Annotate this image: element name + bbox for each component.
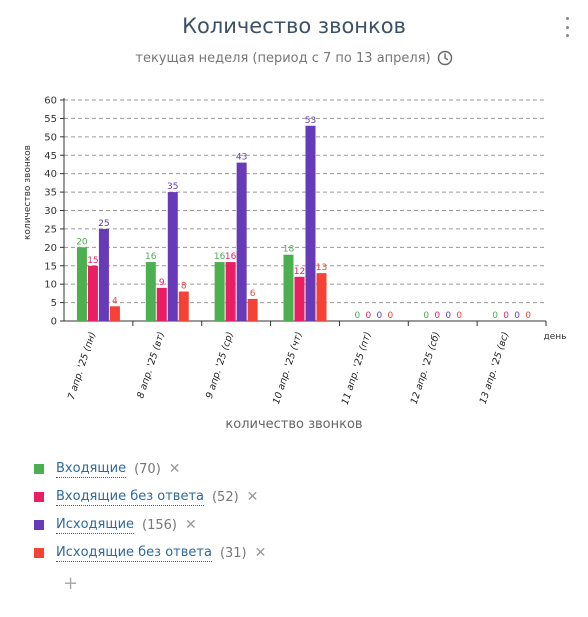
data-label: 0 xyxy=(514,311,520,321)
chart-title: Количество звонков xyxy=(182,14,406,38)
bar xyxy=(87,265,98,321)
chart-grid xyxy=(64,99,546,304)
data-label: 16 xyxy=(145,252,157,262)
y-tick-label: 55 xyxy=(44,114,57,125)
subtitle-text: текущая неделя (период с 7 по 13 апреля) xyxy=(135,50,431,66)
menu-dots-icon[interactable] xyxy=(562,17,572,37)
data-label: 53 xyxy=(305,116,316,126)
legend-item-outgoing: Исходящие (156) ✕ xyxy=(34,511,266,539)
data-label: 0 xyxy=(434,311,440,321)
x-tick-label: 11 апр. '25 (пт) xyxy=(340,331,374,407)
x-axis: день 7 апр. '25 (пн) 8 апр. '25 (вт) 9 апр.… xyxy=(64,320,567,407)
legend-count: (31) xyxy=(219,545,247,561)
data-label: 18 xyxy=(283,245,295,255)
data-label: 12 xyxy=(294,267,305,277)
y-tick-label: 0 xyxy=(51,317,57,328)
legend-item-outgoing-unanswered: Исходящие без ответа (31) ✕ xyxy=(34,539,266,567)
x-tick-label: 9 апр. '25 (ср) xyxy=(204,331,236,401)
y-tick-label: 50 xyxy=(44,132,57,143)
data-label: 0 xyxy=(354,311,360,321)
bar xyxy=(98,228,109,321)
bar xyxy=(294,276,305,321)
y-tick-label: 5 xyxy=(51,298,57,309)
data-label: 0 xyxy=(456,311,462,321)
data-label: 4 xyxy=(112,296,118,306)
data-label: 6 xyxy=(250,289,256,299)
y-axis-title: количество звонков xyxy=(23,145,33,240)
bar xyxy=(167,192,178,321)
legend-label[interactable]: Исходящие xyxy=(56,516,135,534)
legend-swatch xyxy=(34,520,44,530)
clock-icon[interactable] xyxy=(437,50,453,66)
data-label: 25 xyxy=(98,219,109,229)
data-label: 0 xyxy=(492,311,498,321)
data-label: 13 xyxy=(316,263,327,273)
bar xyxy=(109,306,120,321)
remove-icon[interactable]: ✕ xyxy=(185,517,197,533)
data-label: 20 xyxy=(76,237,88,247)
data-label: 0 xyxy=(387,311,393,321)
bar xyxy=(247,298,258,321)
bar xyxy=(156,287,167,321)
data-label: 0 xyxy=(376,311,382,321)
legend-count: (70) xyxy=(134,461,161,477)
legend: Входящие (70) ✕ Входящие без ответа (52)… xyxy=(34,455,266,567)
bar xyxy=(236,162,247,321)
data-label: 0 xyxy=(423,311,429,321)
y-tick-label: 35 xyxy=(44,188,57,199)
legend-swatch xyxy=(34,548,44,558)
y-tick-label: 40 xyxy=(44,169,57,180)
bar xyxy=(214,262,225,321)
data-label: 16 xyxy=(214,252,226,262)
data-label: 0 xyxy=(525,311,531,321)
y-tick-label: 60 xyxy=(44,96,57,107)
bar xyxy=(283,254,294,321)
data-label: 0 xyxy=(365,311,371,321)
data-label: 43 xyxy=(236,153,247,163)
x-tick-label: 12 апр. '25 (сб) xyxy=(409,331,443,406)
legend-count: (52) xyxy=(211,489,239,505)
data-label: 9 xyxy=(159,278,165,288)
data-label: 15 xyxy=(87,256,98,266)
legend-label[interactable]: Входящие без ответа xyxy=(56,488,204,506)
bar xyxy=(76,247,87,321)
x-axis-label: день xyxy=(544,332,567,342)
legend-swatch xyxy=(34,492,44,502)
y-tick-label: 30 xyxy=(44,206,57,217)
y-tick-label: 20 xyxy=(44,243,57,254)
x-tick-label: 10 апр. '25 (чт) xyxy=(271,331,305,406)
x-tick-label: 7 апр. '25 (пн) xyxy=(66,331,98,402)
data-label: 35 xyxy=(167,182,178,192)
legend-count: (156) xyxy=(142,517,177,533)
legend-swatch xyxy=(34,464,44,474)
bar xyxy=(225,262,236,321)
bar xyxy=(145,262,156,321)
data-label: 0 xyxy=(503,311,509,321)
remove-icon[interactable]: ✕ xyxy=(246,489,259,505)
x-axis-title: количество звонков xyxy=(225,417,363,432)
data-label: 16 xyxy=(225,252,237,262)
legend-item-incoming: Входящие (70) ✕ xyxy=(34,455,266,483)
chart-subtitle: текущая неделя (период с 7 по 13 апреля) xyxy=(0,50,588,66)
legend-label[interactable]: Исходящие без ответа xyxy=(56,544,212,562)
y-tick-label: 45 xyxy=(44,151,57,162)
remove-icon[interactable]: ✕ xyxy=(254,545,267,561)
y-tick-label: 15 xyxy=(44,261,57,272)
y-axis: 0 5 10 15 20 25 30 35 40 45 50 55 60 количество звонк… xyxy=(23,96,65,328)
bar xyxy=(178,291,189,321)
data-label: 0 xyxy=(445,311,451,321)
x-tick-label: 8 апр. '25 (вт) xyxy=(135,331,167,400)
legend-label[interactable]: Входящие xyxy=(56,460,127,478)
bar xyxy=(305,125,316,322)
y-tick-label: 10 xyxy=(44,280,57,291)
y-tick-label: 25 xyxy=(44,224,57,235)
add-series-button[interactable]: + xyxy=(63,573,79,594)
x-tick-label: 13 апр. '25 (вс) xyxy=(478,331,512,406)
legend-item-incoming-unanswered: Входящие без ответа (52) ✕ xyxy=(34,483,266,511)
bar xyxy=(316,273,327,321)
data-label: 8 xyxy=(181,282,187,292)
remove-icon[interactable]: ✕ xyxy=(168,461,181,477)
